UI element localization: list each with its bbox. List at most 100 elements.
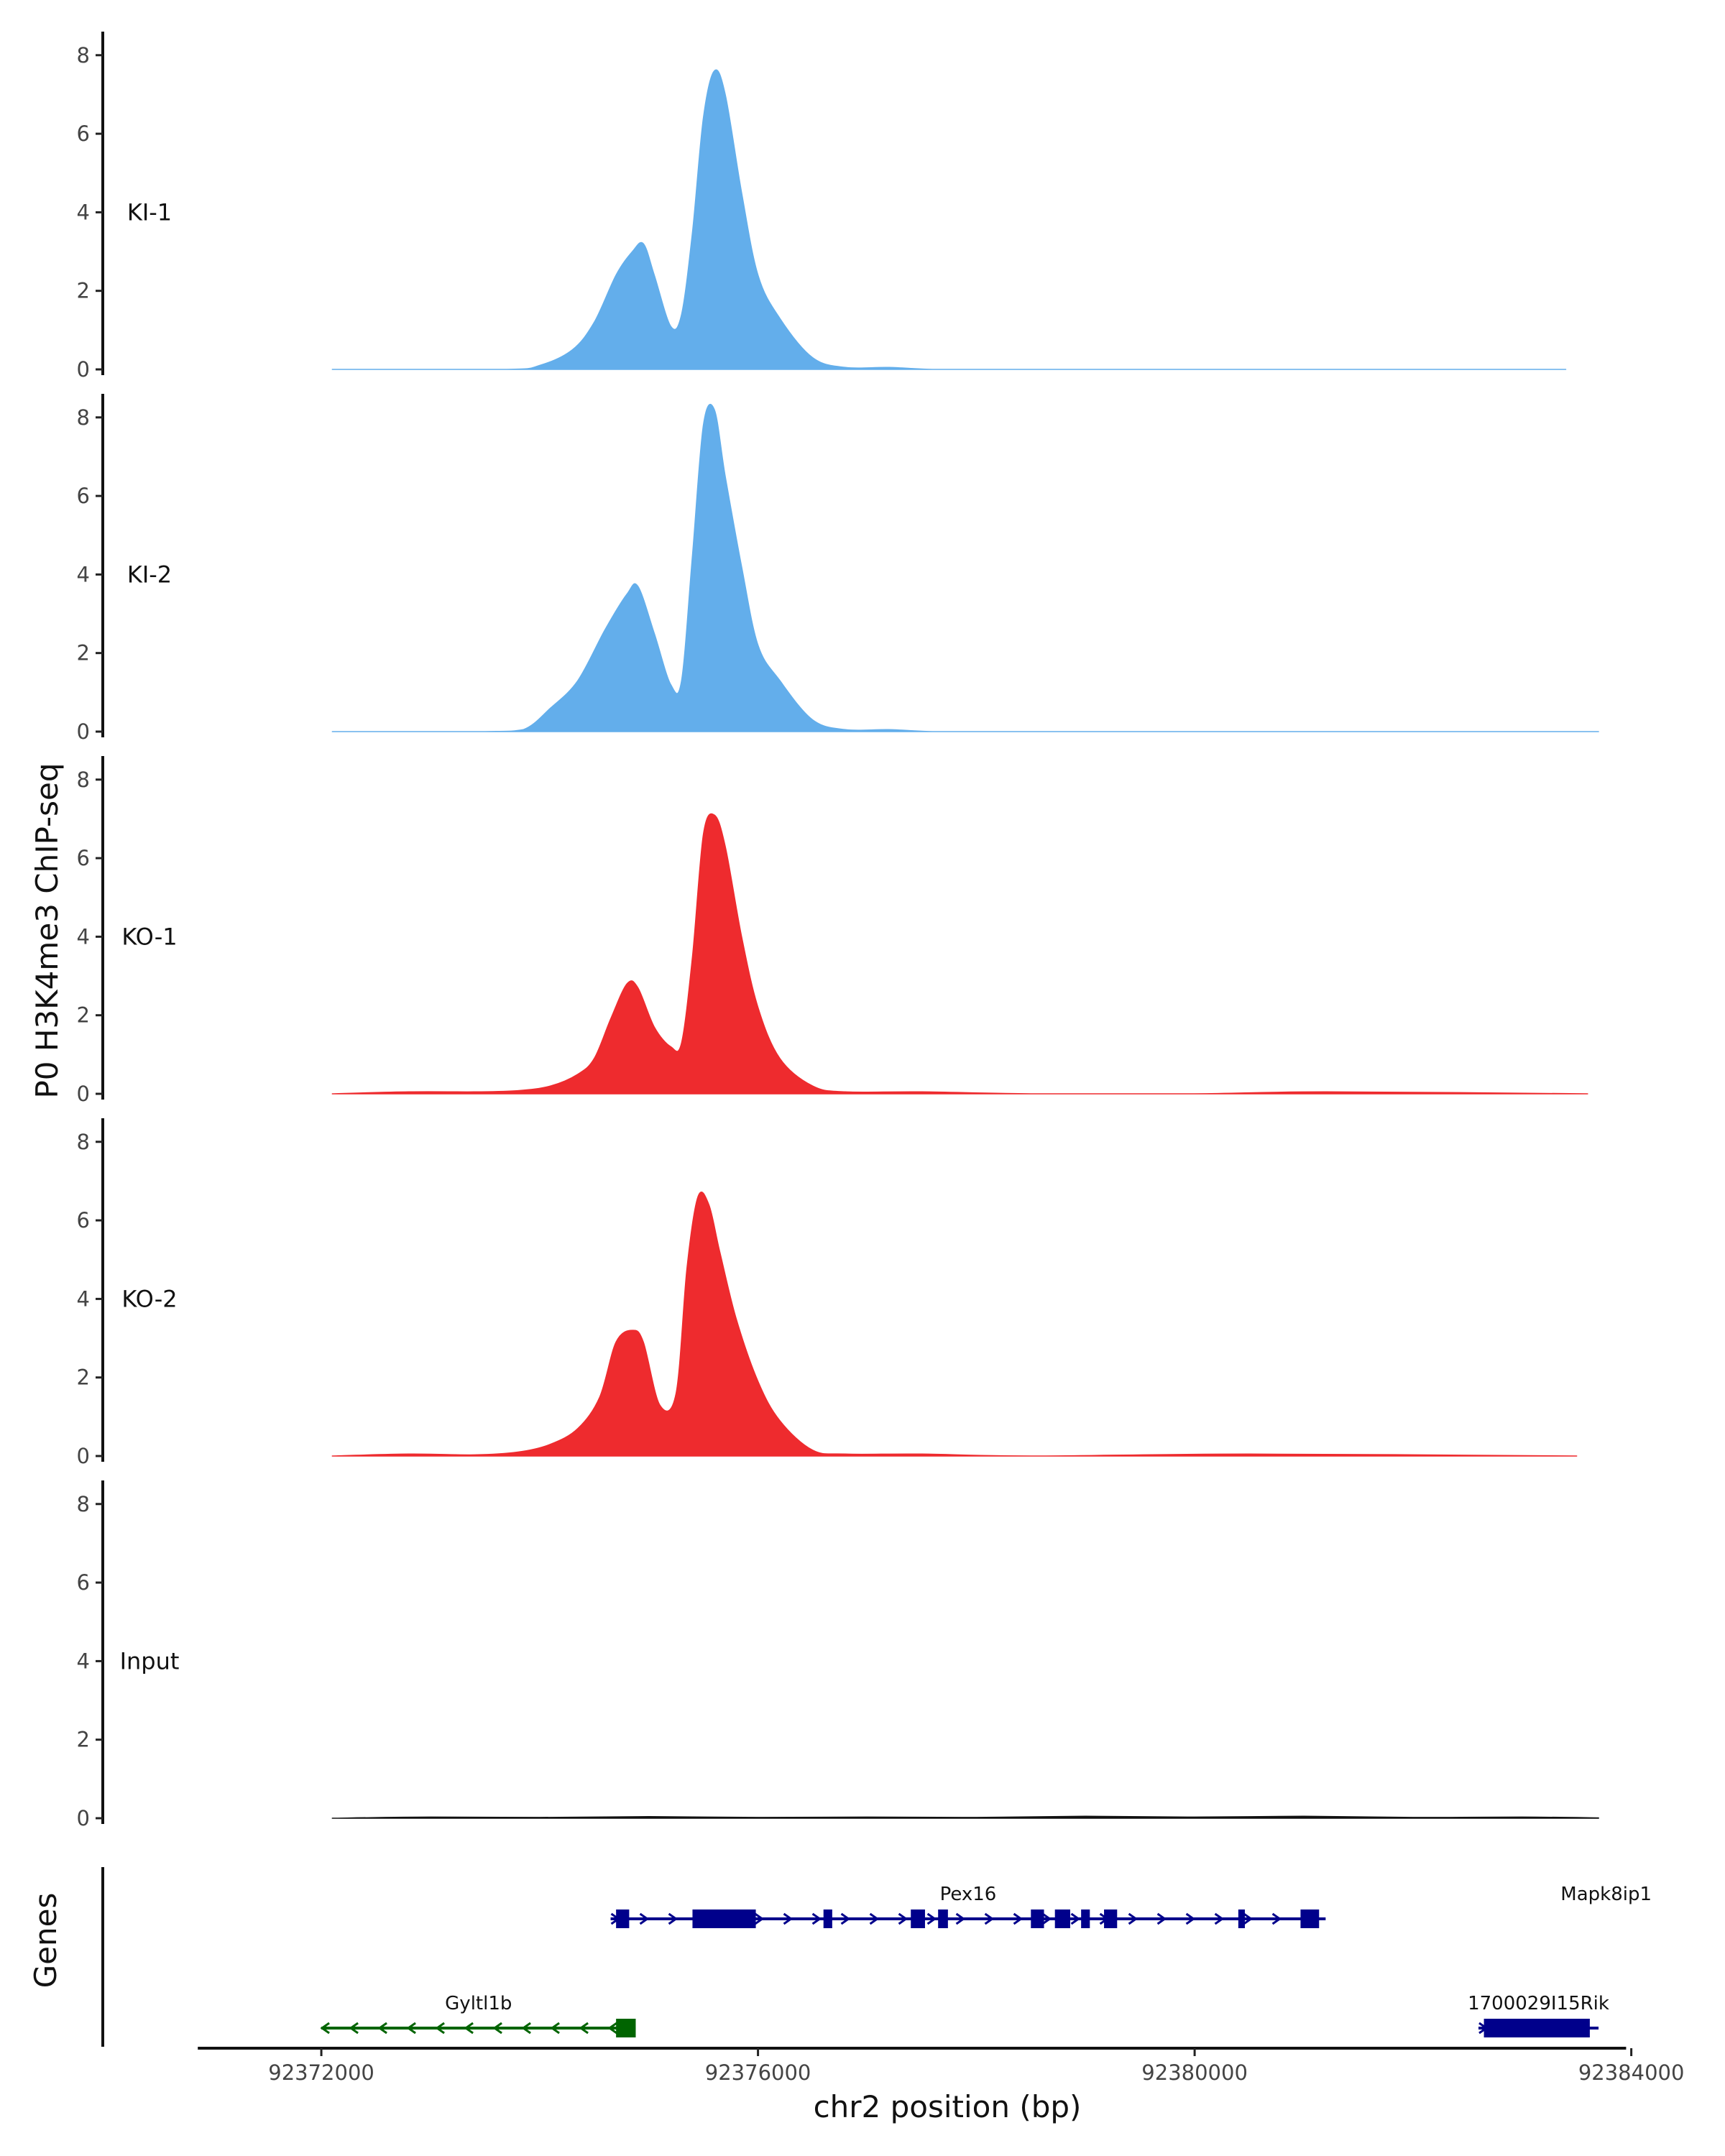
coverage-area-ki-2 [331,403,1599,732]
y-tick-label: 0 [77,1444,90,1468]
strand-chevron [579,2022,589,2035]
y-tick-label: 6 [77,1570,90,1595]
x-tick-label: 92376000 [705,2060,811,2085]
gene-label: Gyltl1b [445,1993,512,2014]
y-tick-label: 4 [77,200,90,224]
y-tick-label: 8 [77,1492,90,1516]
gene-annotation-panel: Pex16 Mapk8ip1 Gyltl1b 1700029I15Rik [101,1867,1652,2047]
x-tick-label: 92380000 [1141,2060,1248,2085]
strand-chevron [869,1912,880,1925]
y-axis-title: P0 H3K4me3 ChIP-seq [29,763,65,1098]
exon-block [911,1909,925,1928]
strand-chevron [406,2022,416,2035]
y-tick-label: 8 [77,405,90,430]
strand-chevron [898,1912,908,1925]
strand-chevron [435,2022,445,2035]
y-tick-label: 2 [77,1365,90,1390]
strand-chevron [984,1912,995,1925]
strand-chevron [1271,1912,1282,1925]
exon-block [1054,1909,1070,1928]
exon-block [1104,1909,1118,1928]
y-tick-label: 0 [77,1082,90,1106]
track-ki-1: 0 2 4 6 8 KI-1 [77,32,1567,382]
strand-chevron [607,2022,617,2035]
strand-chevron [492,2022,502,2035]
y-tick-label: 8 [77,1130,90,1154]
track-label: KO-2 [121,1285,177,1312]
strand-chevron [464,2022,474,2035]
strand-chevron [1214,1912,1225,1925]
strand-chevron [320,2022,330,2035]
strand-chevron [1070,1912,1081,1925]
strand-chevron [349,2022,359,2035]
strand-chevron [754,1912,765,1925]
x-axis: 92372000 92376000 92380000 92384000 [198,2047,1685,2085]
genes-panel-title: Genes [28,1893,63,1989]
y-tick-label: 8 [77,43,90,68]
exon-block [823,1909,832,1928]
y-tick-label: 2 [77,641,90,665]
y-tick-label: 0 [77,1806,90,1830]
coverage-area-ko-1 [331,813,1588,1095]
exon-block [616,1909,630,1928]
track-label: KI-1 [127,198,172,226]
exon-block [692,1909,756,1928]
gene-pex16: Pex16 [610,1884,1326,1928]
strand-chevron [1013,1912,1024,1925]
strand-chevron [550,2022,560,2035]
gene-mapk8ip1: Mapk8ip1 [1560,1884,1652,1905]
strand-chevron [926,1912,937,1925]
strand-chevron [1243,1912,1254,1925]
track-ki-2: 0 2 4 6 8 KI-2 [77,394,1599,744]
y-tick-label: 4 [77,1286,90,1311]
x-axis-title: chr2 position (bp) [814,2089,1082,2124]
strand-chevron [639,1912,650,1925]
track-ko-2: 0 2 4 6 8 KO-2 [77,1118,1578,1468]
x-tick-label: 92372000 [268,2060,374,2085]
coverage-area-ki-1 [331,69,1567,370]
strand-chevron [1041,1912,1052,1925]
exon-block [1238,1909,1245,1928]
y-tick-label: 6 [77,484,90,508]
exon-block [1081,1909,1090,1928]
y-tick-label: 4 [77,924,90,949]
strand-chevron [1156,1912,1167,1925]
strand-chevron [521,2022,531,2035]
gene-label: Pex16 [940,1884,997,1905]
gene-label: Mapk8ip1 [1560,1884,1652,1905]
gene-gyltl1b: Gyltl1b [320,1993,636,2037]
exon-block [938,1909,948,1928]
strand-chevron [955,1912,966,1925]
exon-block [616,2019,636,2037]
strand-chevron [811,1912,822,1925]
gene-1700029i15rik: 1700029I15Rik [1468,1993,1609,2037]
exon-block [1031,1909,1044,1928]
y-tick-label: 6 [77,121,90,146]
y-tick-label: 0 [77,719,90,744]
track-label: KO-1 [121,923,177,950]
exon-block [1484,2019,1590,2037]
y-tick-label: 6 [77,846,90,870]
track-label: KI-2 [127,561,172,588]
strand-chevron [783,1912,794,1925]
track-input: 0 2 4 6 8 Input [77,1480,1599,1830]
exon-block [1300,1909,1320,1928]
y-tick-label: 2 [77,1728,90,1752]
gene-label: 1700029I15Rik [1468,1993,1609,2014]
y-tick-label: 4 [77,1649,90,1673]
strand-chevron [377,2022,387,2035]
strand-chevron [1128,1912,1138,1925]
strand-chevron [840,1912,851,1925]
y-tick-label: 8 [77,768,90,792]
y-tick-label: 2 [77,279,90,303]
x-tick-label: 92384000 [1578,2060,1685,2085]
y-tick-label: 2 [77,1003,90,1028]
y-tick-label: 6 [77,1208,90,1233]
strand-chevron [1185,1912,1196,1925]
y-tick-label: 4 [77,562,90,586]
coverage-tracks: 0 2 4 6 8 KI-1 0 2 4 6 8 KI-2 0 2 4 6 8 KO-1 0 2 4 6 8 KO-2 0 2 4 6… [77,32,1599,1830]
y-tick-label: 0 [77,357,90,382]
coverage-area-ko-2 [331,1192,1578,1457]
coverage-area-input [331,1815,1599,1819]
